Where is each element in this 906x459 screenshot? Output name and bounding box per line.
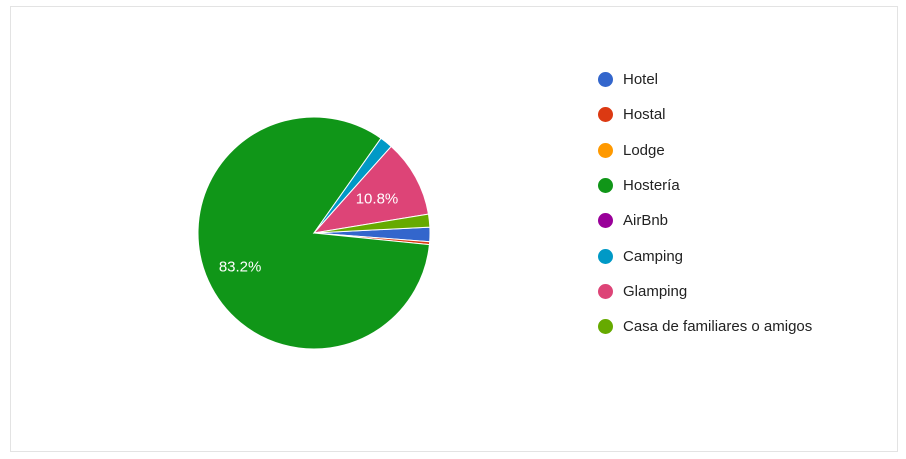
legend-marker <box>598 178 613 194</box>
legend-label: Glamping <box>623 282 688 300</box>
legend-item-lodge[interactable]: Lodge <box>598 133 812 168</box>
slice-label-hoster-a: 83.2% <box>219 259 262 276</box>
legend-marker <box>598 283 613 299</box>
legend-marker <box>598 142 613 158</box>
legend-marker <box>598 248 613 264</box>
legend-label: Hostal <box>623 106 666 124</box>
legend-item-casa-de-familiares-o-amigos[interactable]: Casa de familiares o amigos <box>598 309 812 344</box>
legend-label: Hostería <box>623 177 680 195</box>
legend-item-glamping[interactable]: Glamping <box>598 274 812 309</box>
legend-label: Hotel <box>623 71 659 89</box>
legend-label: AirBnb <box>623 212 669 230</box>
pie-slice-casa-de-familiares-o-amigos <box>313 213 431 234</box>
chart-frame <box>10 6 898 452</box>
legend-marker <box>598 213 613 229</box>
legend-marker <box>598 107 613 123</box>
slice-label-glamping: 10.8% <box>356 190 399 207</box>
legend-marker <box>598 319 613 335</box>
legend-item-camping[interactable]: Camping <box>598 238 812 273</box>
legend-label: Camping <box>623 247 684 265</box>
chart-legend: Hotel Hostal Lodge Hostería AirBnb Camping Gla… <box>598 62 812 344</box>
legend-item-hotel[interactable]: Hotel <box>598 62 812 97</box>
legend-label: Lodge <box>623 141 665 159</box>
legend-marker <box>598 72 613 88</box>
legend-label: Casa de familiares o amigos <box>623 318 813 336</box>
legend-item-hoster-a[interactable]: Hostería <box>598 168 812 203</box>
legend-item-hostal[interactable]: Hostal <box>598 97 812 132</box>
legend-item-airbnb[interactable]: AirBnb <box>598 203 812 238</box>
pie-slice-glamping <box>312 145 430 234</box>
